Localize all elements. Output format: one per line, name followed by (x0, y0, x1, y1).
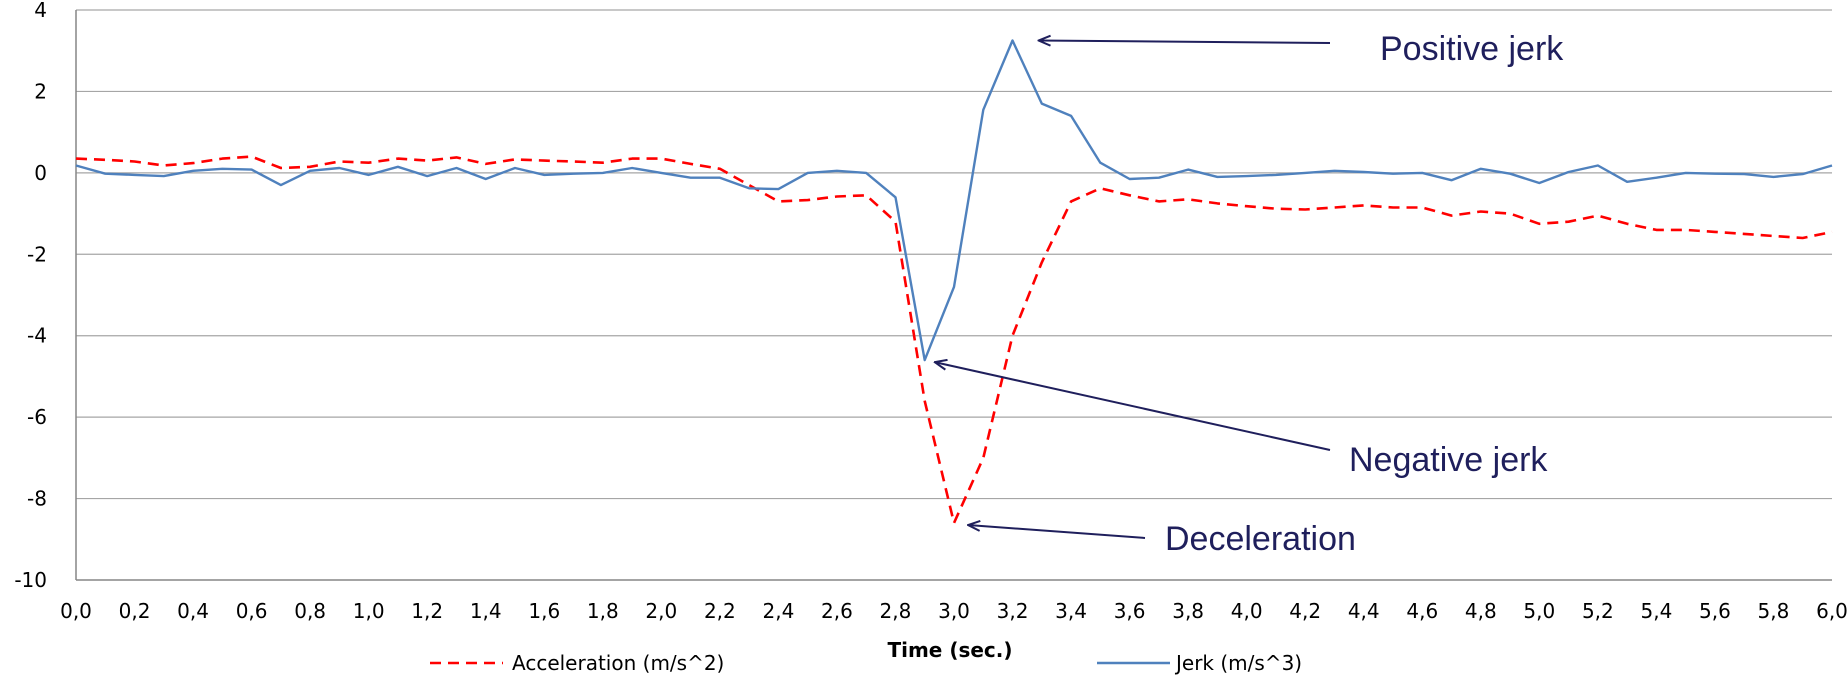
y-tick-label: -10 (14, 568, 47, 592)
x-tick-label: 3,4 (1055, 599, 1087, 623)
deceleration-arrow (968, 525, 1146, 539)
x-tick-label: 3,8 (1172, 599, 1204, 623)
y-tick-label: -4 (27, 324, 47, 348)
x-tick-label: 0,2 (119, 599, 151, 623)
x-tick-label: 1,0 (353, 599, 385, 623)
x-tick-label: 1,4 (470, 599, 502, 623)
y-tick-label: 0 (34, 161, 47, 185)
x-axis-label: Time (sec.) (887, 638, 1012, 662)
legend-label-jerk: Jerk (m/s^3) (1174, 651, 1302, 675)
y-tick-label: -8 (27, 487, 47, 511)
positive-jerk-label: Positive jerk (1380, 30, 1564, 68)
x-tick-label: 0,8 (294, 599, 326, 623)
gridlines (75, 9, 1832, 581)
x-tick-label: 1,8 (587, 599, 619, 623)
x-tick-label: 2,2 (704, 599, 736, 623)
y-tick-label: 4 (34, 0, 47, 22)
x-tick-label: 4,8 (1465, 599, 1497, 623)
series-lines (75, 39, 1833, 525)
x-tick-label: 0,6 (236, 599, 268, 623)
x-tick-label: 3,0 (938, 599, 970, 623)
x-tick-label: 2,4 (762, 599, 794, 623)
x-tick-label: 0,0 (60, 599, 92, 623)
y-tick-label: 2 (34, 79, 47, 103)
x-tick-label: 3,2 (997, 599, 1029, 623)
legend: Acceleration (m/s^2) Jerk (m/s^3) (430, 651, 1302, 675)
y-tick-label: -6 (27, 405, 47, 429)
x-tick-label: 5,0 (1523, 599, 1555, 623)
y-tick-label: -2 (27, 242, 47, 266)
x-tick-label: 3,6 (1114, 599, 1146, 623)
x-tick-label: 2,6 (821, 599, 853, 623)
x-tick-label: 4,2 (1289, 599, 1321, 623)
series-line-acceleration (75, 155, 1833, 525)
x-tick-label: 1,6 (528, 599, 560, 623)
x-axis-tick-labels: 0,0 0,2 0,4 0,6 0,8 1,0 1,2 1,4 1,6 1,8 2,0 2,2 2,4 2… (60, 599, 1848, 623)
x-tick-label: 2,0 (645, 599, 677, 623)
negative-jerk-label: Negative jerk (1349, 441, 1548, 479)
x-tick-label: 5,2 (1582, 599, 1614, 623)
x-tick-label: 4,6 (1406, 599, 1438, 623)
y-axis-tick-labels: 4 2 0 -2 -4 -6 -8 -10 (14, 0, 47, 592)
x-tick-label: 4,4 (1348, 599, 1380, 623)
x-tick-label: 2,8 (880, 599, 912, 623)
x-tick-label: 5,6 (1699, 599, 1731, 623)
positive-jerk-arrow (1039, 41, 1331, 43)
x-tick-label: 0,4 (177, 599, 209, 623)
negative-jerk-arrow (935, 362, 1331, 451)
legend-label-acceleration: Acceleration (m/s^2) (512, 651, 724, 675)
annotations: Positive jerk Negative jerk Deceleration (935, 30, 1564, 558)
series-line-jerk (75, 39, 1833, 362)
x-tick-label: 6,0 (1816, 599, 1848, 623)
x-tick-label: 5,8 (1758, 599, 1790, 623)
x-tick-label: 1,2 (411, 599, 443, 623)
x-tick-label: 4,0 (1231, 599, 1263, 623)
x-tick-label: 5,4 (1640, 599, 1672, 623)
deceleration-label: Deceleration (1165, 520, 1356, 558)
